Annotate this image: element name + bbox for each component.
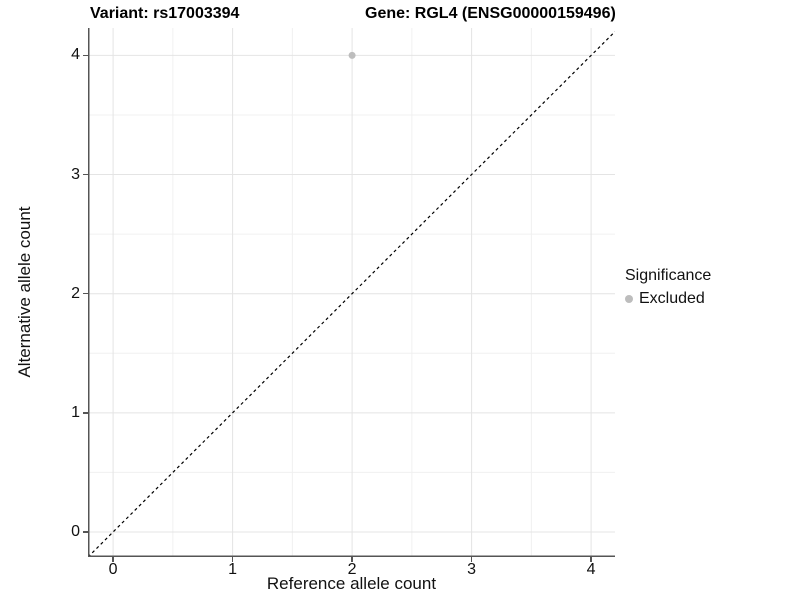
x-tick-mark <box>351 557 353 562</box>
y-tick-label: 3 <box>71 165 80 183</box>
y-tick-label: 4 <box>71 46 80 64</box>
legend-item-excluded: Excluded <box>625 289 711 308</box>
legend-dot-icon <box>625 294 633 303</box>
x-tick-label: 3 <box>467 561 477 578</box>
plot-panel <box>88 28 615 557</box>
y-tick-mark <box>83 173 88 176</box>
y-axis-title: Alternative allele count <box>15 206 34 378</box>
y-tick-mark <box>83 54 88 57</box>
x-tick-mark <box>590 557 592 562</box>
y-tick-mark <box>83 531 88 533</box>
plot-title-variant: Variant: rs17003394 <box>90 5 240 22</box>
x-axis-title: Reference allele count <box>266 574 437 593</box>
x-tick-mark <box>112 557 114 562</box>
legend: Significance Excluded <box>625 266 711 308</box>
y-tick-label: 2 <box>71 284 80 302</box>
y-tick-label: 0 <box>71 522 80 540</box>
y-tick-mark <box>83 412 88 414</box>
x-tick-label: 2 <box>347 561 357 578</box>
y-tick-mark <box>83 292 88 295</box>
legend-item-label: Excluded <box>639 290 705 307</box>
plot-title-gene: Gene: RGL4 (ENSG00000159496) <box>365 5 616 22</box>
panel-canvas <box>88 28 615 557</box>
identity-line <box>88 31 615 557</box>
x-tick-mark <box>470 557 473 562</box>
y-tick-label: 1 <box>71 403 80 421</box>
data-point <box>348 51 356 59</box>
x-tick-label: 0 <box>108 561 118 578</box>
x-tick-label: 1 <box>228 561 238 578</box>
x-tick-mark <box>231 557 234 562</box>
x-tick-label: 4 <box>586 561 596 578</box>
legend-title: Significance <box>625 267 712 284</box>
